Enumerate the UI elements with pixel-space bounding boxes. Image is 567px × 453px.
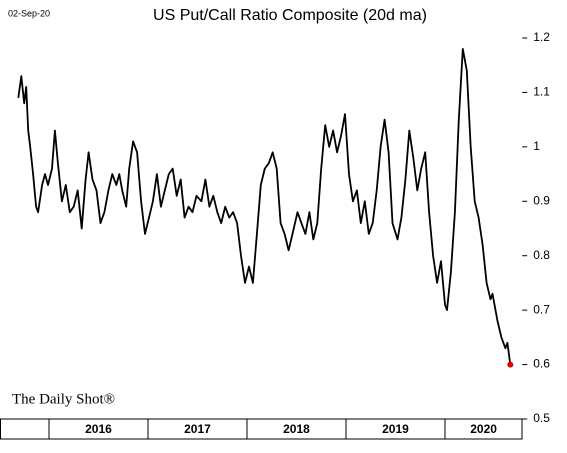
y-tick-label: 0.7 xyxy=(533,302,550,316)
x-tick-label: 2016 xyxy=(85,422,112,436)
date-label: 02-Sep-20 xyxy=(8,8,50,18)
y-tick-label: 0.9 xyxy=(533,193,550,207)
x-tick-label: 2017 xyxy=(184,422,211,436)
x-tick-label: 2019 xyxy=(382,422,409,436)
y-tick-label: 1.1 xyxy=(533,85,550,99)
source-label: The Daily Shot® xyxy=(12,391,115,407)
x-tick-label: 2018 xyxy=(283,422,310,436)
y-tick-label: 1 xyxy=(533,139,540,153)
x-axis-band xyxy=(0,418,523,440)
y-tick-label: 0.8 xyxy=(533,248,550,262)
y-tick-label: 1.2 xyxy=(533,30,550,44)
end-marker xyxy=(507,361,514,368)
chart-title: US Put/Call Ratio Composite (20d ma) xyxy=(153,7,427,24)
y-tick-label: 0.5 xyxy=(533,411,550,425)
x-tick-label: 2020 xyxy=(470,422,497,436)
y-tick-label: 0.6 xyxy=(533,357,550,371)
data-line xyxy=(17,48,512,365)
